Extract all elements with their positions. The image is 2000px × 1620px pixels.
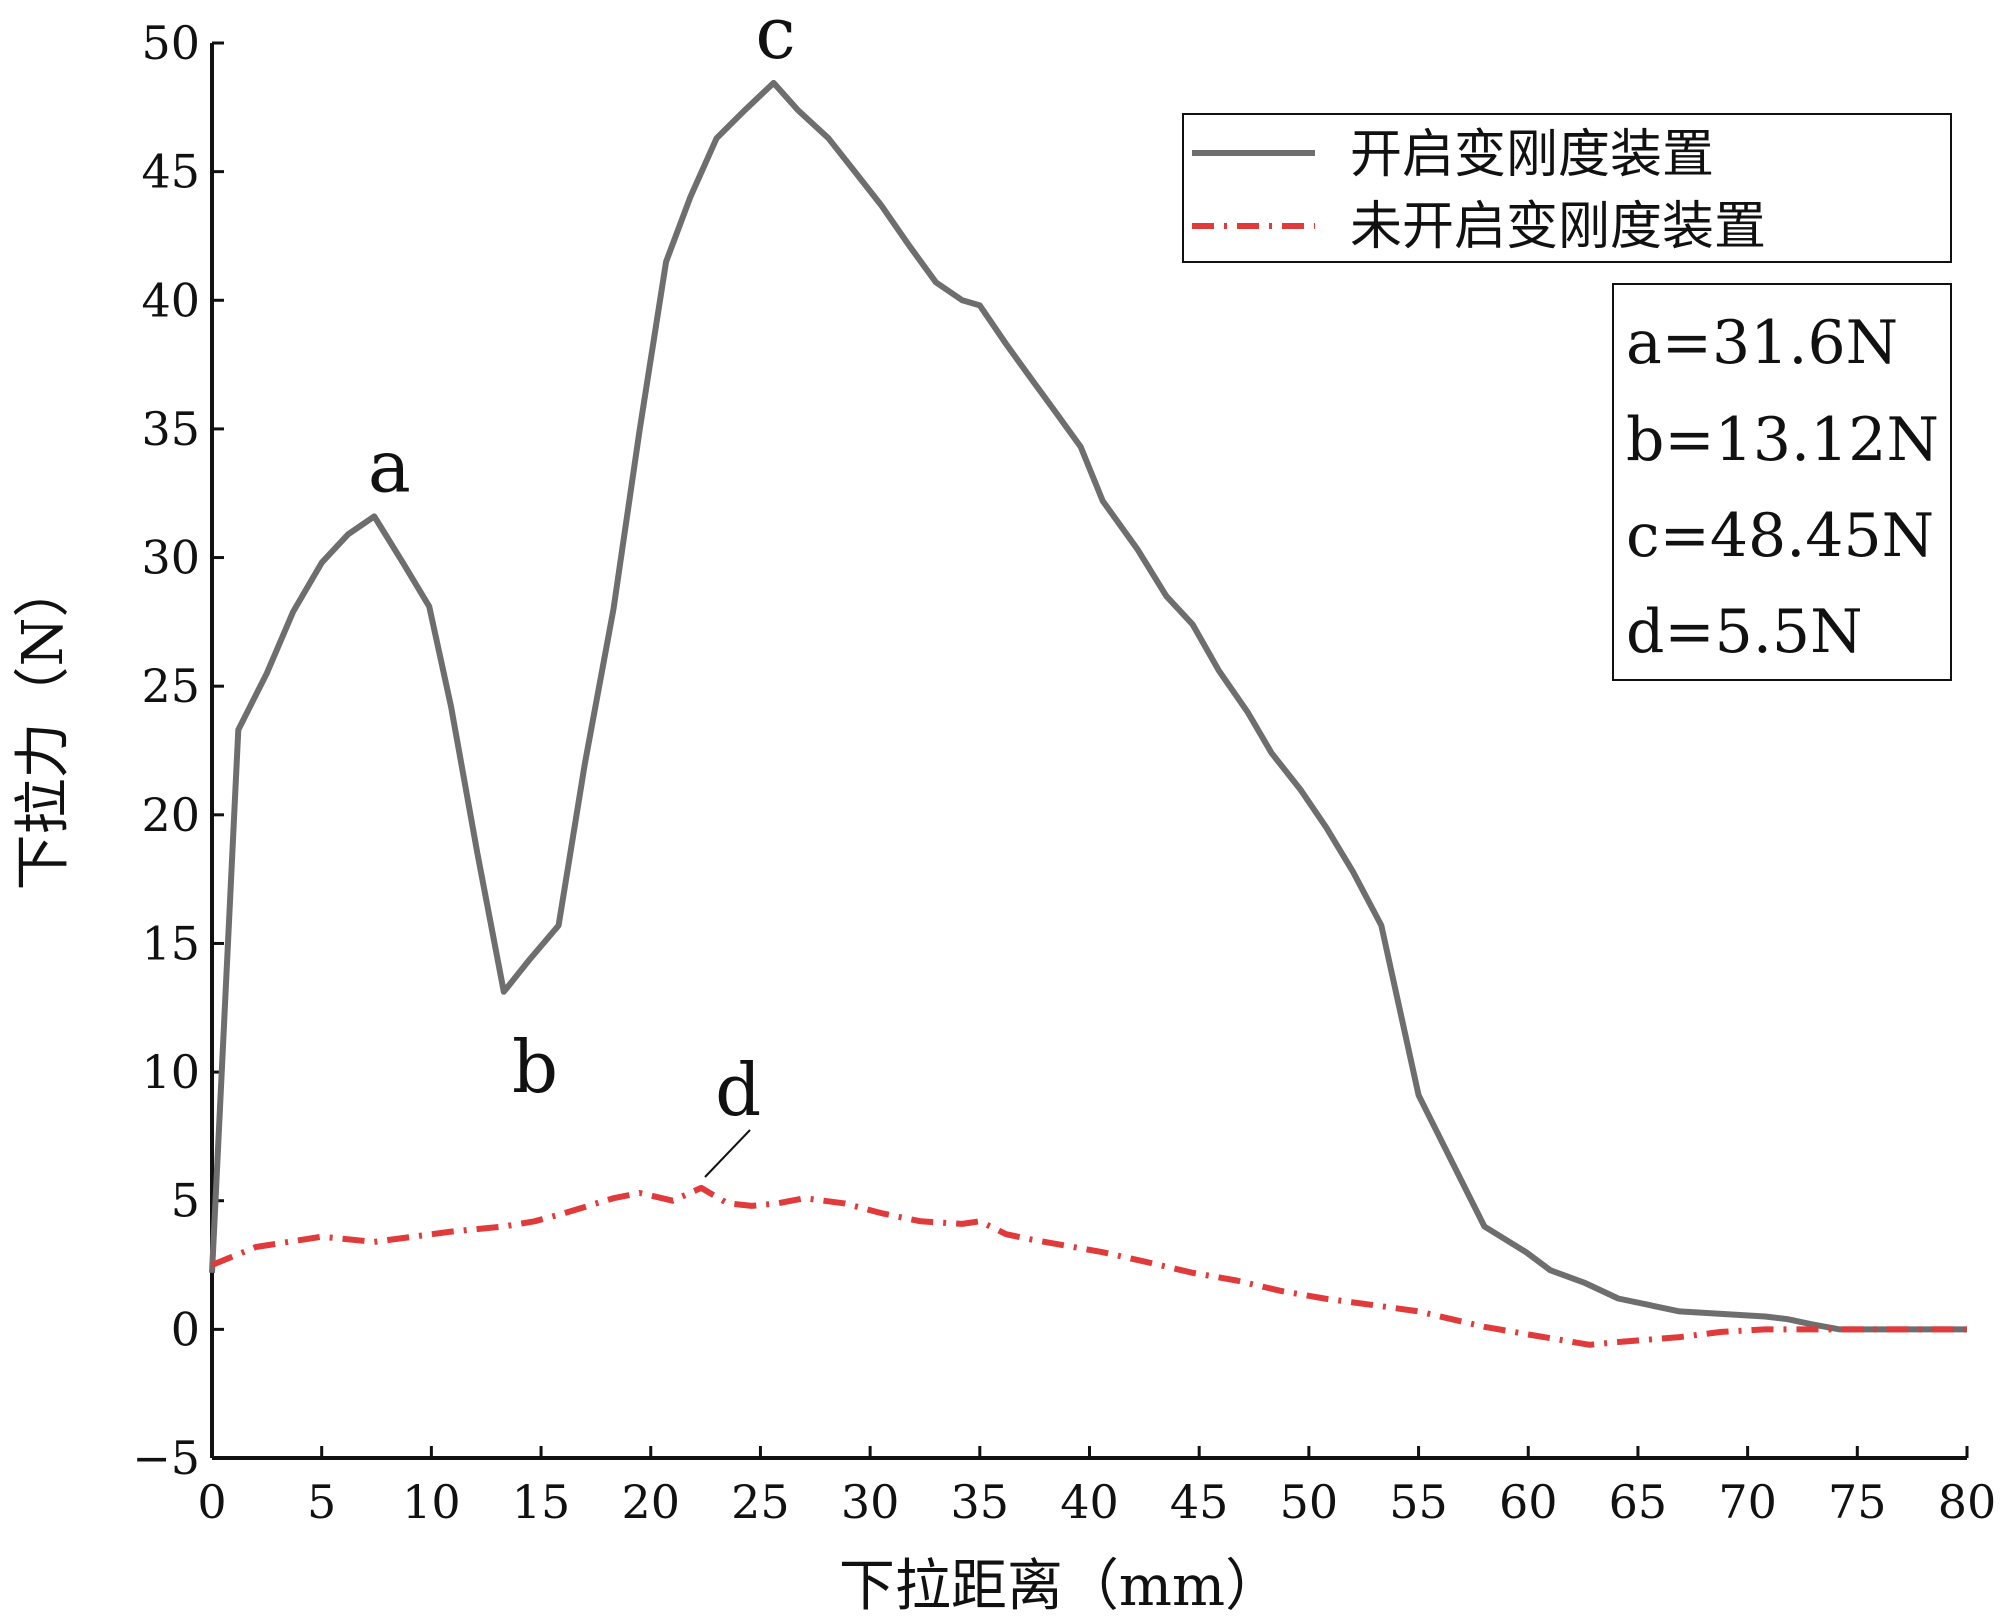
point-label-d: d: [715, 1048, 761, 1132]
x-tick-label: 15: [512, 1475, 571, 1529]
series-line-2: [210, 1184, 1967, 1348]
y-axis-title: 下拉力（N）: [11, 562, 76, 891]
point-label-c: c: [755, 0, 795, 75]
y-tick-label: 20: [141, 788, 200, 842]
annotation-box: a=31.6N b=13.12N c=48.45N d=5.5N: [1612, 283, 1952, 681]
x-tick-label: 65: [1609, 1475, 1668, 1529]
x-tick-label: 35: [951, 1475, 1010, 1529]
x-tick-label: 0: [197, 1475, 226, 1529]
point-labels: a b c d: [368, 0, 796, 1132]
y-tick-label: 50: [141, 16, 200, 70]
annotation-c: c=48.45N: [1626, 501, 1934, 571]
x-tick-label: 55: [1389, 1475, 1448, 1529]
annotation-a: a=31.6N: [1626, 308, 1898, 378]
y-tick-label: 0: [171, 1302, 200, 1356]
x-tick-label: 20: [621, 1475, 680, 1529]
y-tick-label: 35: [141, 402, 200, 456]
point-label-a: a: [368, 424, 411, 508]
x-tick-label: 5: [307, 1475, 336, 1529]
y-tick-label: 40: [141, 273, 200, 327]
legend-box: [1182, 113, 1952, 263]
x-tick-label: 70: [1718, 1475, 1777, 1529]
legend-label-series-2: 未开启变刚度装置: [1350, 197, 1766, 257]
d-pointer-line: [704, 1129, 751, 1178]
x-tick-label: 40: [1060, 1475, 1119, 1529]
x-tick-label: 80: [1938, 1475, 1997, 1529]
x-tick-label: 75: [1828, 1475, 1887, 1529]
x-tick-label: 10: [402, 1475, 461, 1529]
y-tick-label: 15: [141, 916, 200, 970]
x-axis-title: 下拉距离（mm）: [839, 1554, 1281, 1619]
x-ticks: 0 5 10 15 20 25 30 35 40 45 50 55 60 65 70 75 80: [197, 1446, 1996, 1529]
legend: 开启变刚度装置 未开启变刚度装置: [1182, 113, 1952, 263]
x-tick-label: 25: [731, 1475, 790, 1529]
point-label-b: b: [512, 1025, 558, 1109]
legend-label-series-1: 开启变刚度装置: [1350, 125, 1714, 185]
series-line-1: [209, 79, 1967, 1333]
y-tick-label: −5: [132, 1431, 200, 1485]
y-tick-label: 30: [141, 531, 200, 585]
x-tick-label: 45: [1170, 1475, 1229, 1529]
annotation-d: d=5.5N: [1626, 597, 1863, 667]
y-tick-label: 10: [141, 1045, 200, 1099]
annotation-border: [1612, 283, 1952, 681]
series-layer: [209, 79, 1967, 1348]
x-tick-label: 30: [841, 1475, 900, 1529]
y-ticks: −5 0 5 10 15 20 25 30 35 40 45 50: [132, 16, 224, 1485]
y-tick-label: 25: [141, 659, 200, 713]
x-tick-label: 60: [1499, 1475, 1558, 1529]
x-tick-label: 50: [1280, 1475, 1339, 1529]
y-tick-label: 45: [141, 145, 200, 199]
y-tick-label: 5: [171, 1174, 200, 1228]
annotation-b: b=13.12N: [1626, 405, 1939, 475]
